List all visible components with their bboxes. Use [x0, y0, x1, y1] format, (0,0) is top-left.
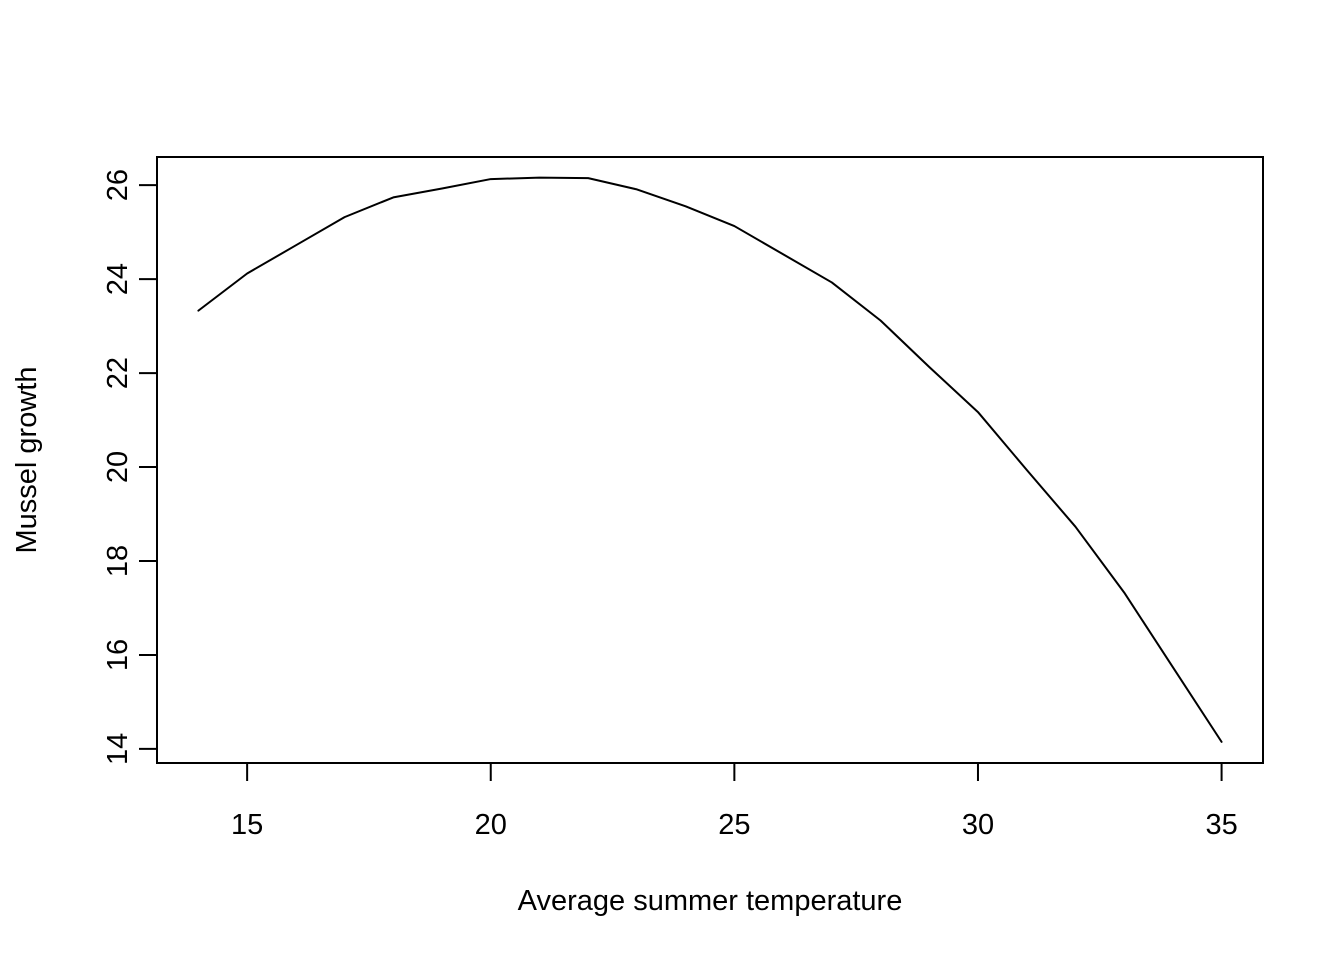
y-tick-label: 16 [102, 639, 134, 671]
y-tick-label: 22 [102, 357, 134, 389]
y-axis-title: Mussel growth [11, 367, 43, 554]
x-tick-label: 30 [962, 809, 994, 841]
y-tick-label: 20 [102, 451, 134, 483]
y-tick-label: 24 [102, 263, 134, 295]
x-axis: 15 20 25 30 35 [231, 763, 1238, 841]
x-tick-label: 35 [1205, 809, 1237, 841]
x-tick-label: 15 [231, 809, 263, 841]
y-axis: 14 16 18 20 22 24 26 [102, 169, 157, 765]
x-tick-label: 25 [718, 809, 750, 841]
y-tick-label: 18 [102, 545, 134, 577]
plot-frame [156, 156, 1264, 764]
x-axis-title: Average summer temperature [518, 885, 903, 917]
y-tick-label: 14 [102, 733, 134, 765]
y-tick-label: 26 [102, 169, 134, 201]
series-layer [197, 176, 1223, 743]
x-tick-label: 20 [475, 809, 507, 841]
series-line-1 [197, 176, 1223, 743]
